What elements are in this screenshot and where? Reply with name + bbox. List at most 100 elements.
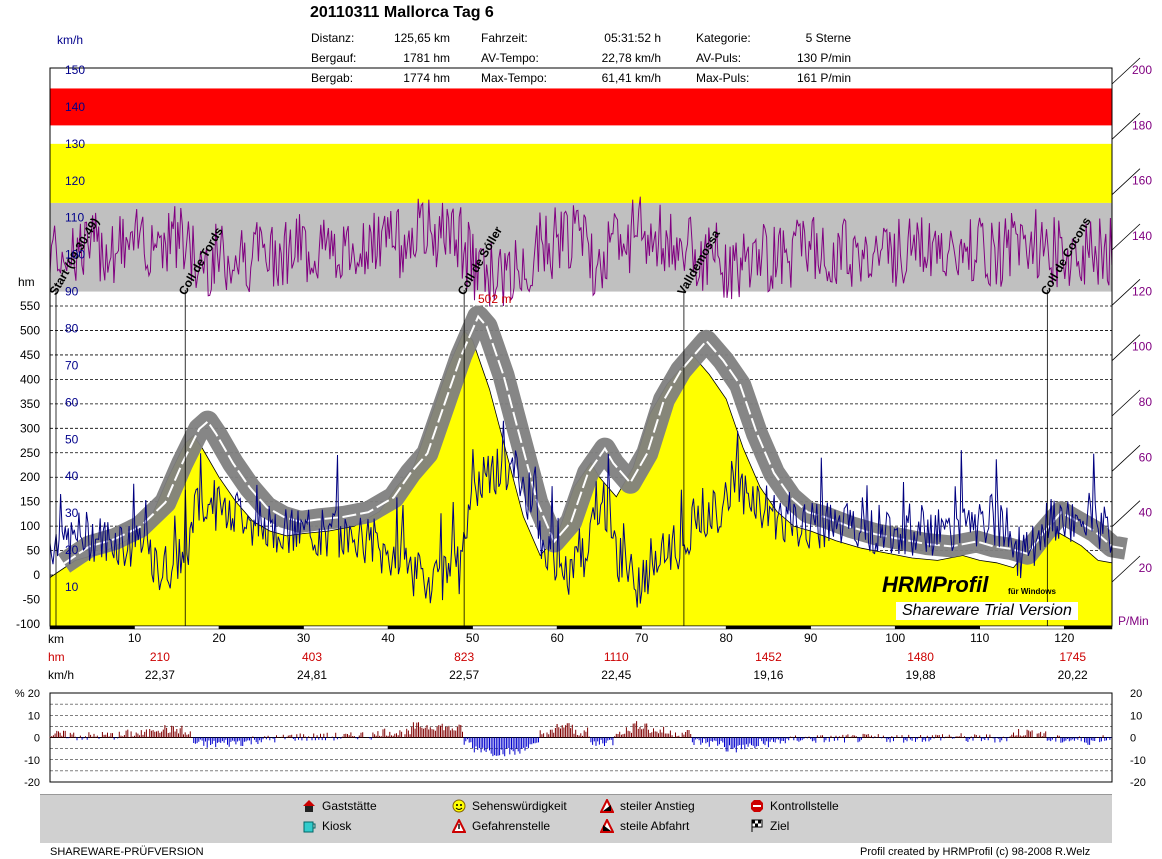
pulse-tick-label: 200 [1132, 63, 1152, 77]
hm-row-unit: hm [48, 650, 65, 664]
pulse-tick-line [1111, 445, 1141, 472]
watermark-trial: Shareware Trial Version [896, 602, 1078, 620]
kontrollstelle-icon [751, 800, 763, 812]
km-tick-label: 70 [635, 631, 649, 645]
avg-speed-label: 24,81 [297, 668, 327, 682]
km-tick-label: 110 [970, 631, 989, 645]
stat-label: Distanz: [311, 31, 355, 45]
elevation-tick-label: 200 [20, 470, 40, 484]
gradient-band [57, 305, 1128, 573]
km-tick-label: 40 [381, 631, 395, 645]
hm-label: 1110 [604, 650, 629, 664]
km-tick-label: 30 [297, 631, 311, 645]
pulse-tick-label: 40 [1139, 506, 1153, 520]
speed-tick-label: 60 [65, 395, 79, 409]
pulse-tick-label: 140 [1132, 229, 1152, 243]
stat-label: Kategorie: [696, 31, 751, 45]
elevation-tick-label: 350 [20, 397, 40, 411]
grade-down-series [66, 737, 1113, 757]
speed-tick-label: 110 [65, 211, 84, 225]
km-tick-label: 90 [804, 631, 818, 645]
stat-value: 161 P/min [796, 71, 851, 85]
stat-value: 61,41 km/h [601, 71, 661, 85]
speed-tick-label: 30 [65, 506, 79, 520]
max-elevation-label: 502 m [478, 292, 512, 306]
pulse-tick-label: 100 [1132, 340, 1152, 354]
legend-label: Gaststätte [322, 799, 377, 813]
grade-tick-label-right: -20 [1130, 777, 1146, 789]
km-bar-segment [894, 625, 980, 630]
legend-item: steile Abfahrt [600, 819, 689, 833]
pulse-tick-line [1111, 113, 1141, 140]
avg-speed-label: 22,57 [449, 668, 479, 682]
elevation-tick-label: 0 [33, 568, 40, 582]
steile-abfahrt-icon [600, 819, 614, 833]
distance-axis-unit: km [48, 632, 64, 646]
hm-label: 403 [302, 650, 322, 664]
speed-tick-label: 80 [65, 322, 79, 336]
axes: 1501401301201101009080706050403020105505… [16, 57, 1153, 682]
footer-shareware: SHAREWARE-PRÜFVERSION [50, 846, 204, 858]
legend-item: Gaststätte [302, 799, 377, 813]
elevation-tick-label: 500 [20, 323, 40, 337]
legend-label: Sehenswürdigkeit [472, 799, 567, 813]
avg-speed-label: 22,37 [145, 668, 175, 682]
legend-item: Ziel [750, 819, 789, 833]
speed-axis-unit: km/h [57, 33, 84, 47]
km-tick-label: 50 [466, 631, 480, 645]
stat-value: 22,78 km/h [601, 51, 661, 65]
stat-value: 05:31:52 h [604, 31, 661, 45]
elevation-tick-label: 50 [27, 544, 41, 558]
pulse-tick-line [1111, 389, 1141, 417]
km-tick-label: 100 [885, 631, 905, 645]
stat-value: 5 Sterne [805, 31, 851, 45]
stat-value: 1774 hm [403, 71, 450, 85]
pulse-tick-line [1111, 168, 1141, 195]
speed-tick-label: 120 [65, 174, 85, 188]
km-bar-segment [556, 625, 642, 630]
elevation-axis-unit: hm [18, 275, 35, 289]
avg-speed-label: 20,22 [1058, 668, 1088, 682]
chart-title: 20110311 Mallorca Tag 6 [310, 4, 494, 21]
watermark-sub: für Windows [1008, 587, 1056, 596]
speed-tick-label: 130 [65, 137, 85, 151]
speed-zone [50, 143, 1112, 203]
speed-tick-label: 40 [65, 469, 79, 483]
km-bar-segment [472, 625, 558, 630]
km-bar-segment [1063, 625, 1113, 630]
grade-tick-label: 10 [28, 710, 40, 722]
gaststaette-icon [303, 800, 315, 812]
speed-tick-label: 10 [65, 580, 79, 594]
legend-label: Ziel [770, 819, 790, 833]
km-bar-segment [134, 625, 220, 630]
stat-label: Bergab: [311, 71, 354, 85]
sehenswuerdigkeit-icon [452, 799, 466, 813]
grade-tick-label-right: 10 [1130, 710, 1142, 722]
pulse-tick-label: 120 [1132, 284, 1152, 298]
grade-tick-label: -20 [24, 777, 40, 789]
stat-label: Max-Tempo: [481, 71, 548, 85]
elevation-tick-label: 300 [20, 421, 40, 435]
stat-label: AV-Tempo: [481, 51, 539, 65]
pulse-tick-label: 80 [1139, 395, 1153, 409]
pulse-tick-line [1111, 334, 1141, 361]
km-tick-label: 120 [1054, 631, 1074, 645]
steiler-anstieg-icon [600, 799, 614, 813]
km-bar-segment [810, 625, 896, 630]
footer-credit: Profil created by HRMProfil (c) 98-2008 … [860, 846, 1091, 858]
grade-up-series [49, 721, 1104, 738]
legend-item: Kontrollstelle [750, 799, 839, 813]
speed-tick-label: 90 [65, 285, 79, 299]
hm-label: 823 [454, 650, 474, 664]
elevation-tick-label: 550 [20, 299, 40, 313]
grade-tick-label-right: -10 [1130, 755, 1146, 767]
legend-item: steiler Anstieg [600, 799, 695, 813]
km-tick-label: 60 [550, 631, 564, 645]
kiosk-icon [303, 821, 316, 833]
speed-tick-label: 70 [65, 358, 79, 372]
hm-label: 1480 [907, 650, 934, 664]
legend-label: Kiosk [322, 819, 352, 833]
speed-tick-label: 140 [65, 100, 85, 114]
grade-tick-label: 0 [34, 733, 40, 745]
stat-label: Fahrzeit: [481, 31, 528, 45]
